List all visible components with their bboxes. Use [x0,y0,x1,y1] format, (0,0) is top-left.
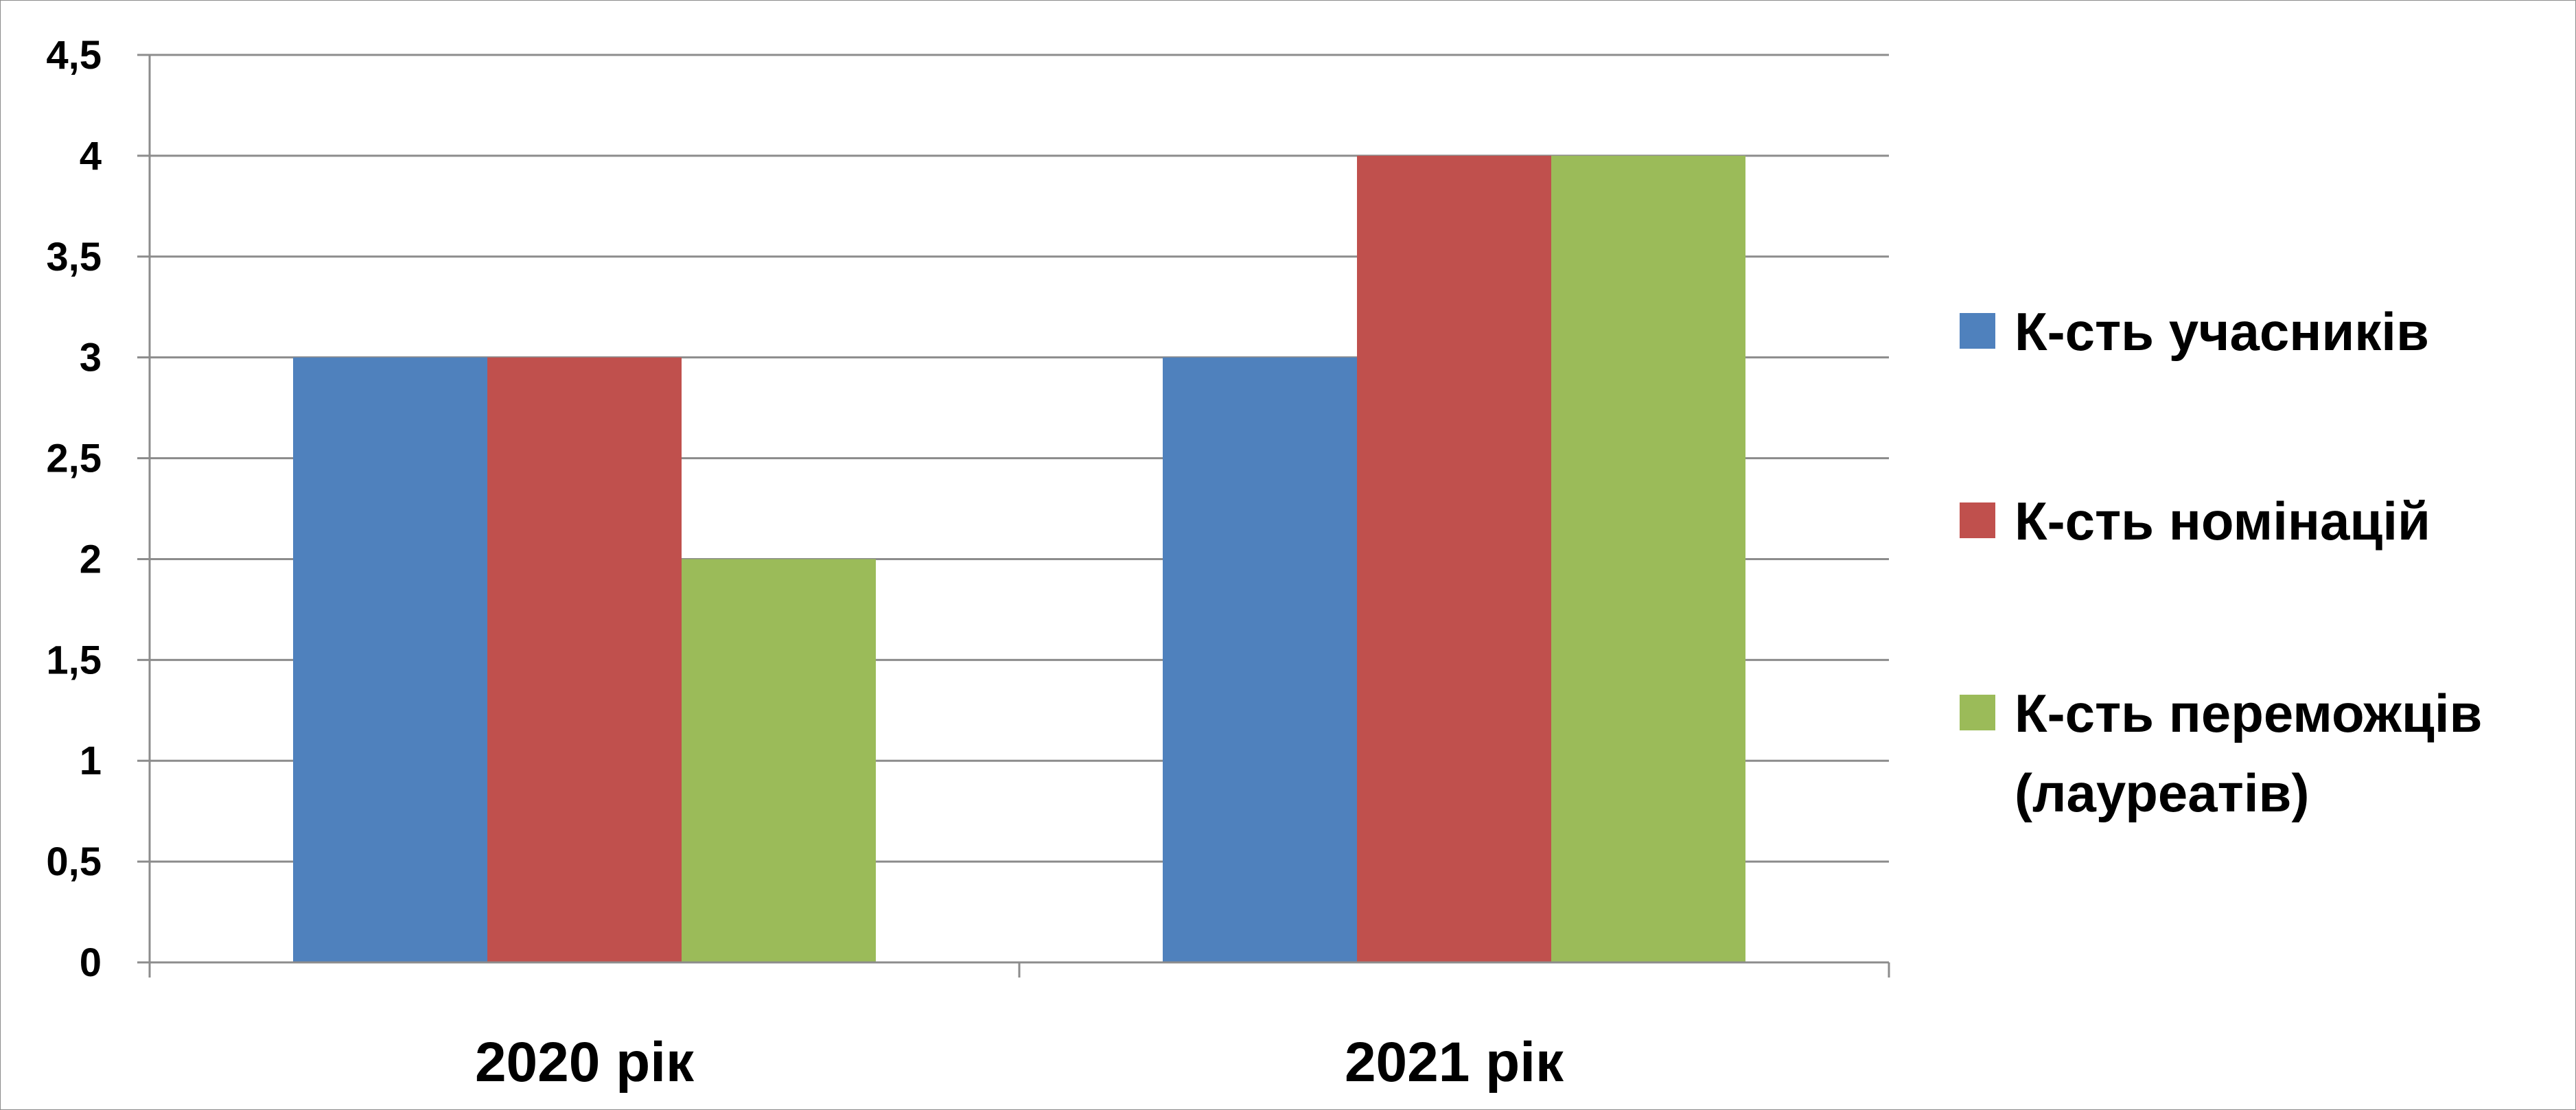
legend-swatch [1960,502,1995,538]
y-tick-label: 3 [80,336,102,380]
bar-3-2 [1551,155,1745,962]
y-tick-label: 0,5 [46,840,102,884]
x-category-label: 2020 рік [475,1031,695,1094]
bar-2-1 [487,357,682,962]
legend-swatch [1960,313,1995,349]
legend-label: К-сть номінацій [2015,491,2430,551]
legend-label: К-сть переможців [2015,683,2482,743]
y-tick-label: 3,5 [46,235,102,279]
y-tick-label: 1,5 [46,638,102,682]
legend: К-сть учасників К-сть номінацій К-сть пере… [1960,301,2482,823]
axes: 0 0,5 1 1,5 2 2,5 3 3,5 4 4,5 2020 рік 2021 рік [46,33,1890,1094]
bar-3-1 [682,559,876,962]
y-tick-label: 4 [80,134,102,178]
y-tick-label: 1 [80,739,102,783]
y-tick-label: 2 [80,537,102,581]
legend-swatch [1960,695,1995,730]
bar-2-2 [1357,155,1551,962]
y-tick-label: 0 [80,940,102,985]
y-tick-label: 4,5 [46,33,102,78]
legend-label: (лауреатів) [2015,763,2309,823]
x-category-label: 2021 рік [1345,1031,1564,1094]
y-tick-label: 2,5 [46,437,102,481]
legend-label: К-сть учасників [2015,301,2429,362]
bars [293,155,1745,962]
bar-1-1 [293,357,487,962]
bar-1-2 [1163,357,1357,962]
